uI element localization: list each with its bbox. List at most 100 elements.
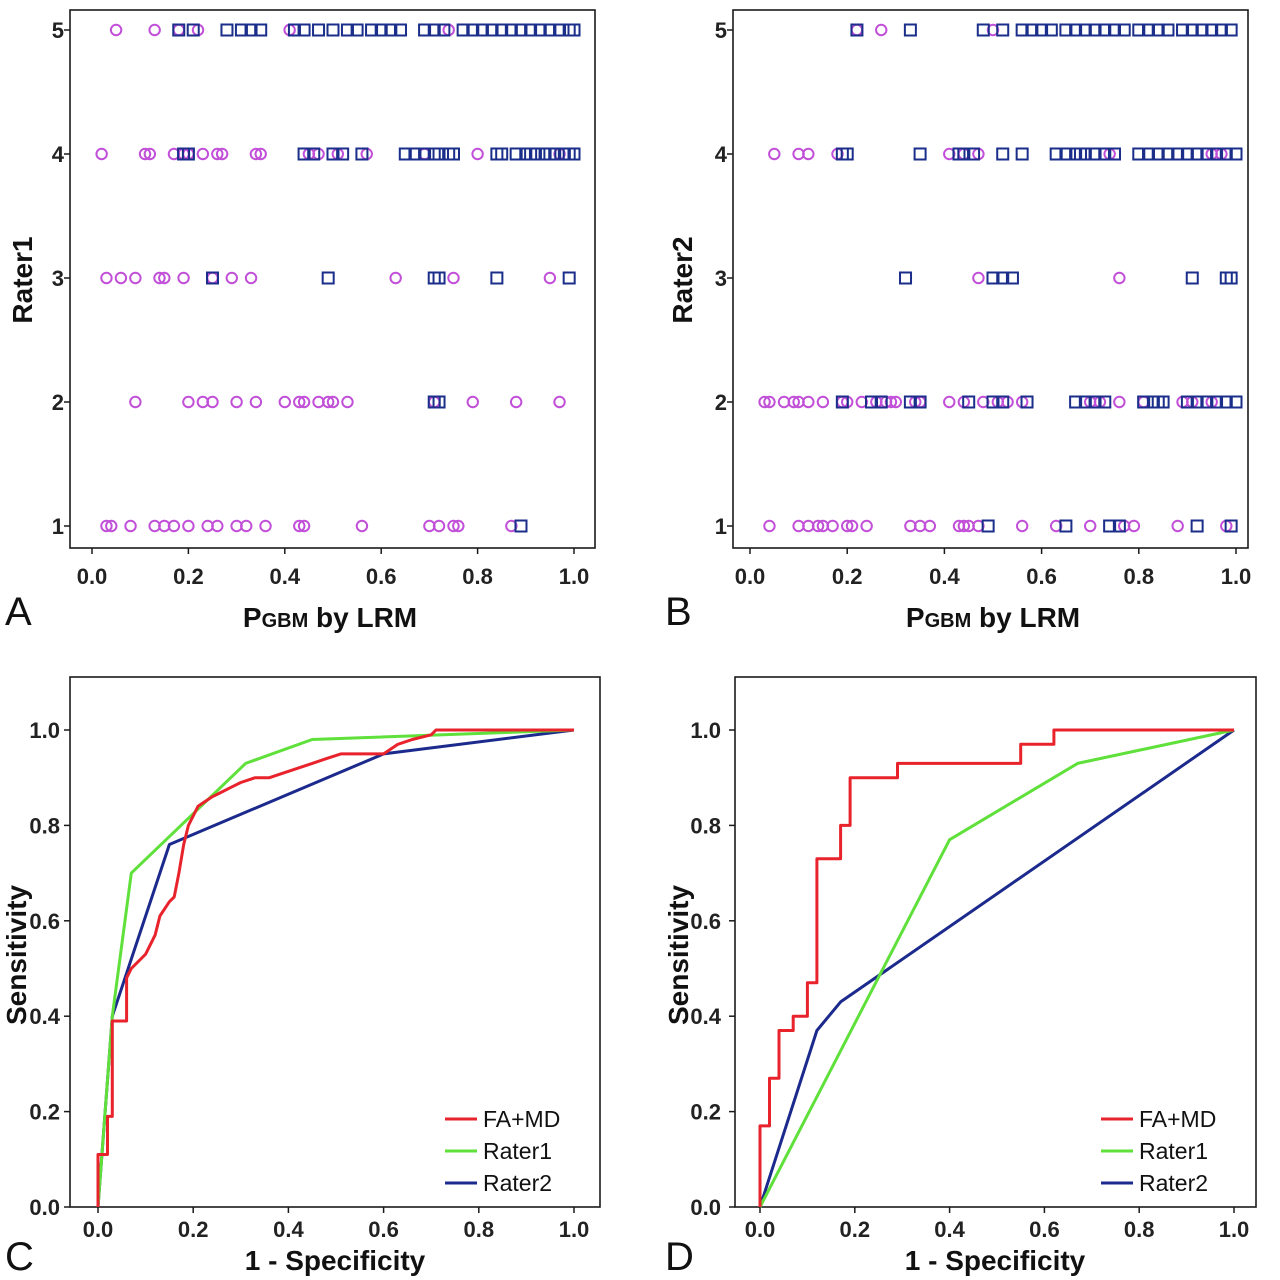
panel-letter: A	[5, 590, 32, 634]
scatter-point-square	[297, 23, 311, 37]
x-tick-label: 0.4	[929, 564, 960, 589]
scatter-point-square	[1219, 147, 1233, 161]
scatter-point-circle	[802, 395, 815, 409]
scatter-point-circle	[389, 271, 402, 285]
scatter-point-square	[418, 147, 432, 161]
roc-line-rater2	[758, 728, 1235, 1208]
scatter-point-square	[514, 23, 528, 37]
legend-label: Rater1	[1139, 1138, 1208, 1164]
x-tick-label: 0.4	[270, 564, 301, 589]
scatter-point-square	[976, 23, 990, 37]
scatter-point-square	[1195, 23, 1209, 37]
scatter-point-square	[1103, 519, 1117, 533]
scatter-point-square	[1132, 147, 1146, 161]
y-tick-label: 0.6	[29, 909, 60, 934]
panel-c: 0.0 0.2 0.4 0.6 0.8 1.0 0.0 0.2 0.4 0.6 0.8 1.0 Sens…	[1, 676, 601, 1279]
scatter-point-circle	[811, 519, 825, 533]
y-tick-label: 1	[52, 514, 64, 539]
scatter-point-square	[899, 271, 913, 285]
scatter-point-square	[393, 23, 407, 37]
scatter-point-circle	[816, 395, 830, 409]
scatter-point-circle	[509, 395, 523, 409]
scatter-point-square	[1161, 23, 1175, 37]
scatter-point-square	[1171, 147, 1185, 161]
scatter-point-circle	[254, 147, 267, 161]
scatter-point-square	[384, 23, 398, 37]
roc-line-rater2	[96, 728, 575, 1208]
scatter-point-circle	[1171, 519, 1184, 533]
scatter-point-square	[418, 23, 432, 37]
scatter-point-circle	[148, 23, 161, 37]
scatter-point-square	[466, 23, 480, 37]
x-tick-label: 1.0	[559, 1217, 590, 1242]
scatter-point-circle	[297, 395, 311, 409]
scatter-point-square	[1229, 395, 1243, 409]
scatter-point-circle	[543, 271, 557, 285]
scatter-point-square	[437, 23, 451, 37]
y-tick-label: 0.0	[29, 1195, 60, 1220]
scatter-point-square	[996, 395, 1010, 409]
scatter-point-circle	[206, 271, 219, 285]
scatter-point-square	[1185, 23, 1199, 37]
scatter-point-square	[967, 147, 981, 161]
scatter-point-square	[548, 147, 562, 161]
scatter-point-circle	[240, 519, 253, 533]
scatter-point-square	[1049, 147, 1063, 161]
scatter-point-square	[1214, 23, 1228, 37]
x-tick-label: 0.4	[934, 1217, 965, 1242]
x-tick-label: 0.6	[366, 564, 397, 589]
scatter-point-square	[1088, 23, 1102, 37]
x-tick-label: 0.2	[840, 1217, 871, 1242]
plot-frame-c	[69, 676, 601, 1208]
scatter-point-circle	[211, 519, 224, 533]
scatter-point-square	[1025, 23, 1039, 37]
scatter-point-square	[1088, 147, 1102, 161]
scatter-point-square	[1180, 147, 1194, 161]
scatter-point-circle	[326, 395, 340, 409]
scatter-point-circle	[321, 395, 335, 409]
scatter-point-circle	[167, 519, 181, 533]
scatter-point-square	[1078, 395, 1092, 409]
scatter-point-square	[981, 519, 995, 533]
scatter-point-square	[1069, 395, 1083, 409]
scatter-point-circle	[153, 271, 166, 285]
scatter-point-circle	[129, 271, 142, 285]
scatter-point-square	[408, 147, 422, 161]
scatter-point-square	[1151, 23, 1165, 37]
x-tick-label: 0.2	[173, 564, 204, 589]
x-tick-label: 1.0	[1221, 564, 1252, 589]
roc-line-fa-md	[96, 728, 574, 1207]
scatter-point-square	[986, 395, 1000, 409]
scatter-point-square	[1044, 23, 1058, 37]
scatter-point-square	[1156, 395, 1170, 409]
scatter-point-square	[1059, 147, 1073, 161]
legend-label: Rater1	[483, 1138, 552, 1164]
legend-label: FA+MD	[483, 1106, 560, 1132]
y-tick-label: 1.0	[690, 718, 721, 743]
scatter-point-square	[220, 23, 234, 37]
scatter-point-square	[1185, 271, 1199, 285]
scatter-point-circle	[826, 519, 839, 533]
scatter-point-square	[312, 23, 326, 37]
scatter-point-square	[1098, 147, 1112, 161]
scatter-point-square	[1151, 147, 1165, 161]
scatter-point-circle	[211, 147, 224, 161]
x-tick-label: 0.6	[368, 1217, 399, 1242]
legend-d: FA+MD Rater1 Rater2	[1101, 1106, 1216, 1196]
scatter-point-square	[553, 23, 567, 37]
scatter-point-square	[509, 147, 523, 161]
scatter-point-circle	[802, 147, 815, 161]
scatter-point-square	[1078, 23, 1092, 37]
scatter-point-square	[1035, 23, 1049, 37]
scatter-point-square	[1117, 23, 1131, 37]
y-tick-label: 3	[52, 266, 64, 291]
scatter-point-square	[297, 147, 311, 161]
scatter-point-square	[432, 147, 446, 161]
scatter-point-circle	[172, 23, 185, 37]
scatter-point-square	[321, 271, 335, 285]
scatter-point-circle	[860, 519, 873, 533]
x-tick-label: 0.2	[832, 564, 863, 589]
x-axis-title: PGBM by LRM	[243, 602, 417, 633]
scatter-point-square	[365, 23, 379, 37]
